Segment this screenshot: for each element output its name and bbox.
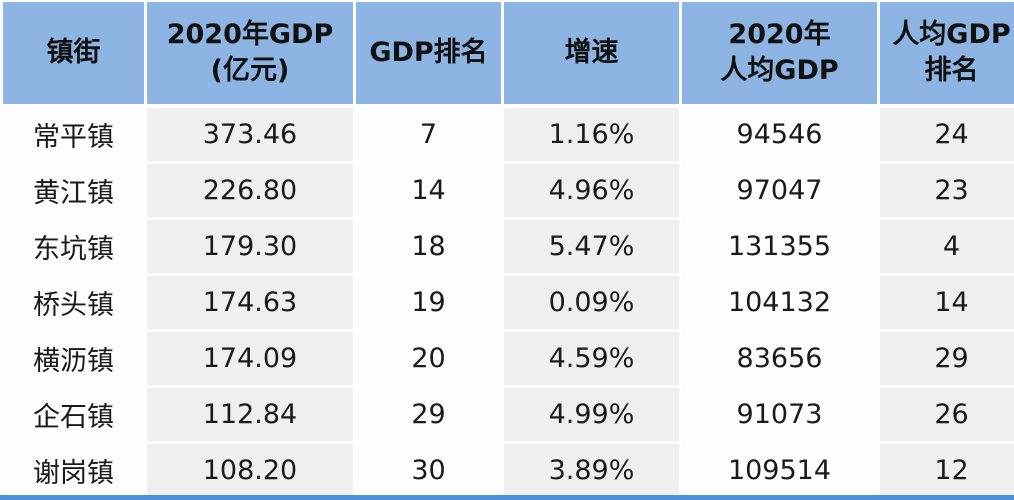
cell-per-capita-rank: 4	[880, 220, 1014, 273]
header-per-capita-rank-line1: 人均GDP	[892, 19, 1011, 50]
cell-per-capita-gdp: 109514	[682, 444, 877, 497]
cell-town: 东坑镇	[3, 220, 144, 273]
cell-gdp-rank: 20	[356, 332, 501, 385]
gdp-table: 镇街 2020年GDP (亿元) GDP排名 增速 2020年 人均GDP 人均…	[3, 2, 1014, 500]
cell-town: 黄江镇	[3, 164, 144, 217]
cell-growth: 5.47%	[504, 220, 679, 273]
cell-gdp-rank: 19	[356, 276, 501, 329]
cell-gdp: 174.63	[147, 276, 353, 329]
header-gdp-2020-line1: 2020年GDP	[166, 19, 334, 50]
cell-gdp: 174.09	[147, 332, 353, 385]
header-per-capita-line2: 人均GDP	[720, 55, 839, 86]
cell-town: 横沥镇	[3, 332, 144, 385]
cell-per-capita-rank: 23	[880, 164, 1014, 217]
cell-growth: 3.89%	[504, 444, 679, 497]
cell-town: 谢岗镇	[3, 444, 144, 497]
cell-gdp-rank: 29	[356, 388, 501, 441]
cell-growth: 4.99%	[504, 388, 679, 441]
header-per-capita-gdp: 2020年 人均GDP	[682, 2, 877, 104]
cell-gdp-rank: 7	[356, 108, 501, 161]
cell-per-capita-rank: 29	[880, 332, 1014, 385]
cell-per-capita-gdp: 131355	[682, 220, 877, 273]
cell-growth: 4.96%	[504, 164, 679, 217]
cell-per-capita-rank: 26	[880, 388, 1014, 441]
header-town-label: 镇街	[46, 37, 101, 68]
header-growth: 增速	[504, 2, 679, 104]
cell-gdp-rank: 14	[356, 164, 501, 217]
cell-growth: 4.59%	[504, 332, 679, 385]
cell-per-capita-gdp: 91073	[682, 388, 877, 441]
cell-per-capita-gdp: 104132	[682, 276, 877, 329]
cell-gdp: 108.20	[147, 444, 353, 497]
cell-gdp-rank: 30	[356, 444, 501, 497]
header-per-capita-line1: 2020年	[728, 19, 831, 50]
cell-per-capita-rank: 24	[880, 108, 1014, 161]
header-gdp-2020-line2: (亿元)	[210, 55, 290, 86]
header-per-capita-rank: 人均GDP 排名	[880, 2, 1014, 104]
cell-per-capita-gdp: 97047	[682, 164, 877, 217]
cell-per-capita-rank: 14	[880, 276, 1014, 329]
cell-per-capita-gdp: 83656	[682, 332, 877, 385]
cell-per-capita-gdp: 94546	[682, 108, 877, 161]
cell-town: 常平镇	[3, 108, 144, 161]
cell-gdp: 226.80	[147, 164, 353, 217]
cell-growth: 1.16%	[504, 108, 679, 161]
cell-per-capita-rank: 12	[880, 444, 1014, 497]
header-per-capita-rank-line2: 排名	[924, 55, 979, 86]
header-growth-label: 增速	[564, 37, 619, 68]
cell-gdp: 373.46	[147, 108, 353, 161]
cell-town: 企石镇	[3, 388, 144, 441]
header-gdp-rank: GDP排名	[356, 2, 501, 104]
cell-growth: 0.09%	[504, 276, 679, 329]
cell-town: 桥头镇	[3, 276, 144, 329]
header-town: 镇街	[3, 2, 144, 104]
cell-gdp: 112.84	[147, 388, 353, 441]
cell-gdp-rank: 18	[356, 220, 501, 273]
cell-gdp: 179.30	[147, 220, 353, 273]
bottom-accent-bar	[0, 495, 1014, 500]
header-gdp-rank-label: GDP排名	[369, 37, 488, 68]
header-gdp-2020: 2020年GDP (亿元)	[147, 2, 353, 104]
